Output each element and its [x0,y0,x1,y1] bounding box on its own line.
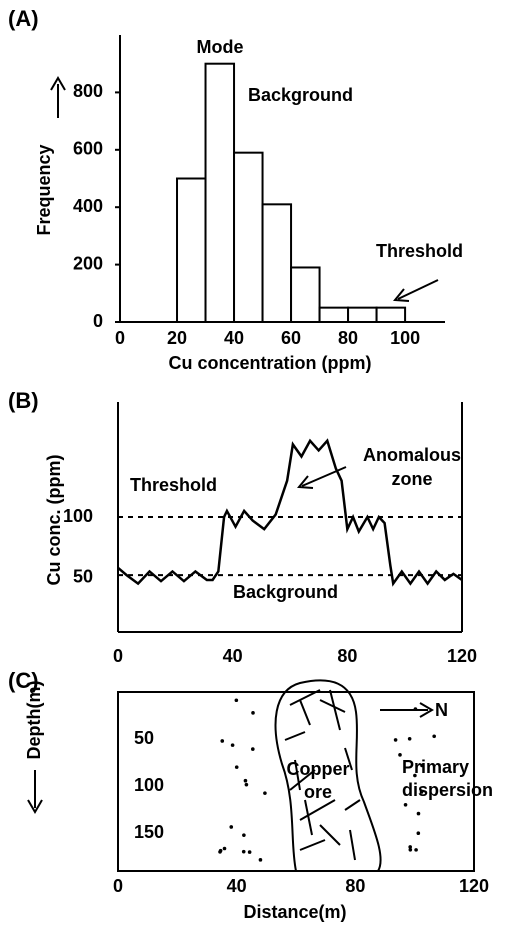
panel-label: (C) [8,668,39,693]
arrow-head [50,76,66,91]
dispersion-dot [247,850,252,854]
data-line [117,438,463,587]
bar [347,306,378,323]
dispersion-dot [413,707,418,711]
dispersion-dot [220,739,225,743]
dispersion-dot [419,790,424,794]
arrow-head [393,288,410,302]
x-tick-label: 80 [338,328,358,348]
x-tick-label: 40 [223,646,243,666]
annotation: Copper [287,759,350,779]
annotation: Background [233,582,338,602]
y-tick-label: 100 [63,506,93,526]
dispersion-dot [416,811,421,816]
x-axis-label: Distance(m) [243,902,346,922]
bar [233,151,264,323]
dispersion-dot [258,858,263,862]
y-tick-label: 50 [73,566,93,586]
y-tick-label: 0 [93,311,103,331]
ore-fractures [284,689,361,861]
x-tick-label: 120 [459,876,489,896]
dispersion-dot [218,848,223,853]
arrow [301,466,347,487]
dispersion-dot [243,778,248,783]
annotation: dispersion [402,780,493,800]
y-axis-label: Depth(m) [24,681,44,760]
dispersion-dot [229,825,234,829]
dispersion-dot [407,737,412,741]
dispersion-dot [263,791,267,795]
arrow-head [419,702,434,718]
dispersion-dot [413,773,417,778]
y-tick-label: 400 [73,196,103,216]
y-axis-label: Cu conc. (ppm) [44,455,64,586]
dispersion-dot [230,743,235,747]
annotation: ore [304,782,332,802]
bar [204,62,236,323]
y-tick-label: 150 [134,822,164,842]
arrow-head [27,799,43,814]
y-tick-label: 100 [134,775,164,795]
dispersion-dot [251,747,255,751]
annotation: Background [248,85,353,105]
dispersion-dot [234,765,239,769]
dispersion-dot [242,833,246,837]
dispersion-dot [408,847,413,852]
dispersion-dot [234,698,239,703]
bar [176,177,207,323]
x-tick-label: 0 [115,328,125,348]
bar [261,203,293,323]
dispersion-dot [244,782,249,787]
bar [318,306,350,323]
dispersion-dot [432,734,436,739]
y-tick-label: 200 [73,253,103,273]
y-axis-label: Frequency [34,144,54,235]
dispersion-dot [414,848,418,852]
x-tick-label: 0 [113,876,123,896]
bar [375,306,407,323]
dispersion-dot [393,738,398,742]
arrow [397,279,439,300]
x-tick-label: 120 [447,646,477,666]
x-tick-label: 0 [113,646,123,666]
x-tick-label: 100 [390,328,420,348]
annotation: Primary [402,757,469,777]
x-tick-label: 40 [227,876,247,896]
annotation: N [435,700,448,720]
dispersion-dot [420,763,424,768]
annotation: Threshold [130,475,217,495]
x-tick-label: 80 [345,876,365,896]
panel-label: (A) [8,6,39,31]
dispersion-dot [251,711,255,715]
dispersion-dot [398,753,402,757]
annotation: zone [391,469,432,489]
x-tick-label: 80 [337,646,357,666]
x-tick-label: 40 [224,328,244,348]
y-tick-label: 800 [73,81,103,101]
annotation: Anomalous [363,445,461,465]
dispersion-dot [222,846,227,851]
dispersion-dot [416,831,421,836]
ore-body [274,679,382,872]
panel-label: (B) [8,388,39,413]
bar [290,266,321,323]
annotation: Threshold [376,241,463,261]
dispersion-dot [241,849,246,854]
y-tick-label: 600 [73,139,103,159]
dispersion-dot [403,802,408,807]
annotation: Mode [197,37,244,57]
x-tick-label: 20 [167,328,187,348]
arrow-head [297,475,314,489]
x-tick-label: 60 [281,328,301,348]
dispersion-dot [408,845,412,849]
y-tick-label: 50 [134,728,154,748]
x-axis-label: Cu concentration (ppm) [169,353,372,373]
layout [27,76,475,872]
